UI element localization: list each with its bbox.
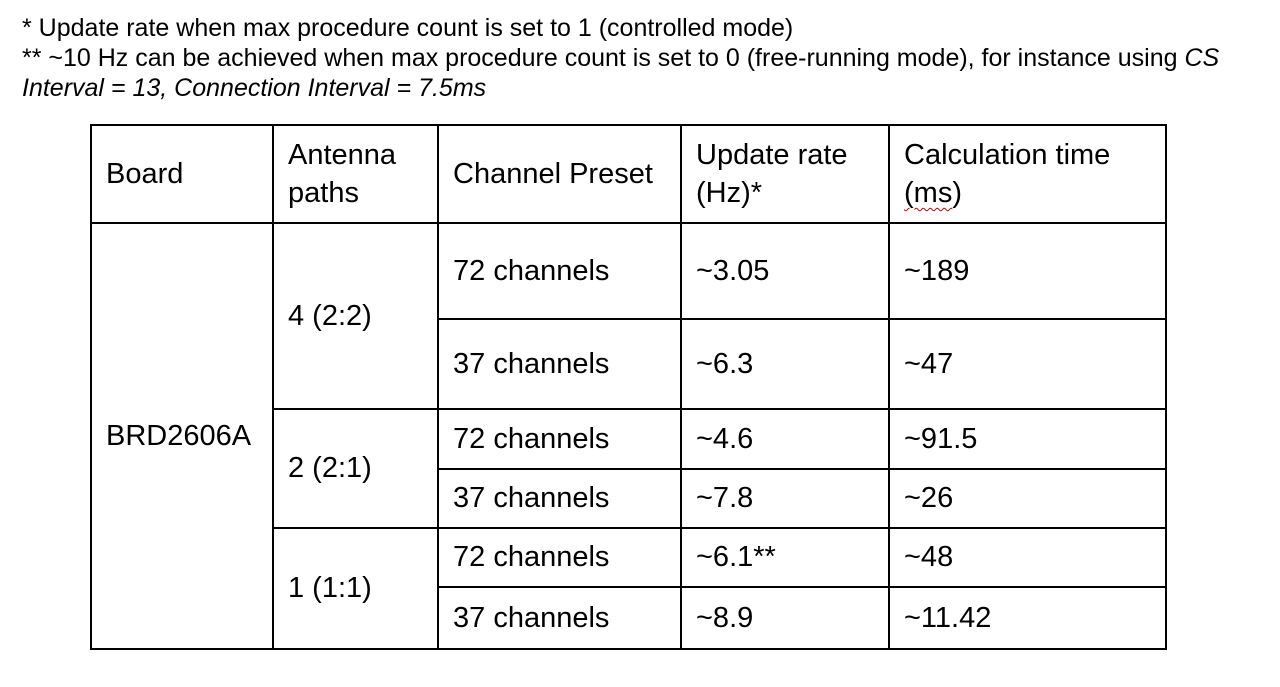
footnote-controlled-mode: * Update rate when max procedure count i… xyxy=(22,14,794,42)
col-header-calculation-time: Calculation time (ms) xyxy=(888,124,1167,224)
table-row: 37 channels ~7.8 ~26 xyxy=(91,468,1167,529)
calculation-time-cell: ~91.5 xyxy=(888,408,1167,470)
update-rate-cell: ~4.6 xyxy=(680,408,890,470)
table-row: BRD2606A 4 (2:2) 72 channels ~3.05 ~189 xyxy=(90,222,1167,650)
col-header-board: Board xyxy=(90,124,274,224)
update-rate-cell: ~3.05 xyxy=(680,222,890,320)
channel-preset-cell: 37 channels xyxy=(437,468,682,529)
calculation-time-cell: ~26 xyxy=(888,468,1167,529)
update-rate-cell: ~6.1** xyxy=(680,527,890,588)
calculation-time-cell: ~11.42 xyxy=(888,586,1167,650)
calculation-time-cell: ~47 xyxy=(888,318,1167,410)
antenna-paths-cell-4-2-2: 4 (2:2) xyxy=(272,222,439,410)
antenna-paths-cell-2-2-1: 2 (2:1) xyxy=(272,408,439,529)
footnote-free-running: ** ~10 Hz can be achieved when max proce… xyxy=(22,43,1219,73)
channel-preset-cell: 72 channels xyxy=(437,527,682,588)
col-header-channel-preset: Channel Preset xyxy=(437,124,682,224)
footnote-free-running-text: ** ~10 Hz can be achieved when max proce… xyxy=(22,44,1185,72)
table-row: 1 (1:1) 72 channels ~6.1** ~48 xyxy=(91,527,1167,650)
table-row: 2 (2:1) 72 channels ~4.6 ~91.5 xyxy=(91,408,1167,529)
channel-preset-cell: 72 channels xyxy=(437,222,682,320)
table-row: 37 channels ~8.9 ~11.42 xyxy=(91,586,1167,650)
footnotes: * Update rate when max procedure count i… xyxy=(22,13,1219,103)
table-row: 37 channels ~6.3 ~47 xyxy=(91,318,1167,410)
col-header-update-rate: Update rate (Hz)* xyxy=(680,124,890,224)
col-header-antenna-paths: Antenna paths xyxy=(272,124,439,224)
spellcheck-underline-ms: (ms xyxy=(904,177,953,209)
table-header-row: Board Antenna paths Channel Preset Updat… xyxy=(90,124,1167,224)
calculation-time-cell: ~48 xyxy=(888,527,1167,588)
update-rate-cell: ~7.8 xyxy=(680,468,890,529)
channel-preset-cell: 72 channels xyxy=(437,408,682,470)
update-rate-cell: ~8.9 xyxy=(680,586,890,650)
channel-preset-cell: 37 channels xyxy=(437,318,682,410)
antenna-paths-cell-1-1-1: 1 (1:1) xyxy=(272,527,439,650)
footnote-cs-interval-continuation: Interval = 13, Connection Interval = 7.5… xyxy=(22,74,487,102)
calculation-time-cell: ~189 xyxy=(888,222,1167,320)
performance-table: Board Antenna paths Channel Preset Updat… xyxy=(90,124,1167,650)
channel-preset-cell: 37 channels xyxy=(437,586,682,650)
board-cell: BRD2606A xyxy=(90,222,274,650)
footnote-cs-interval-start: CS xyxy=(1184,44,1220,72)
update-rate-cell: ~6.3 xyxy=(680,318,890,410)
